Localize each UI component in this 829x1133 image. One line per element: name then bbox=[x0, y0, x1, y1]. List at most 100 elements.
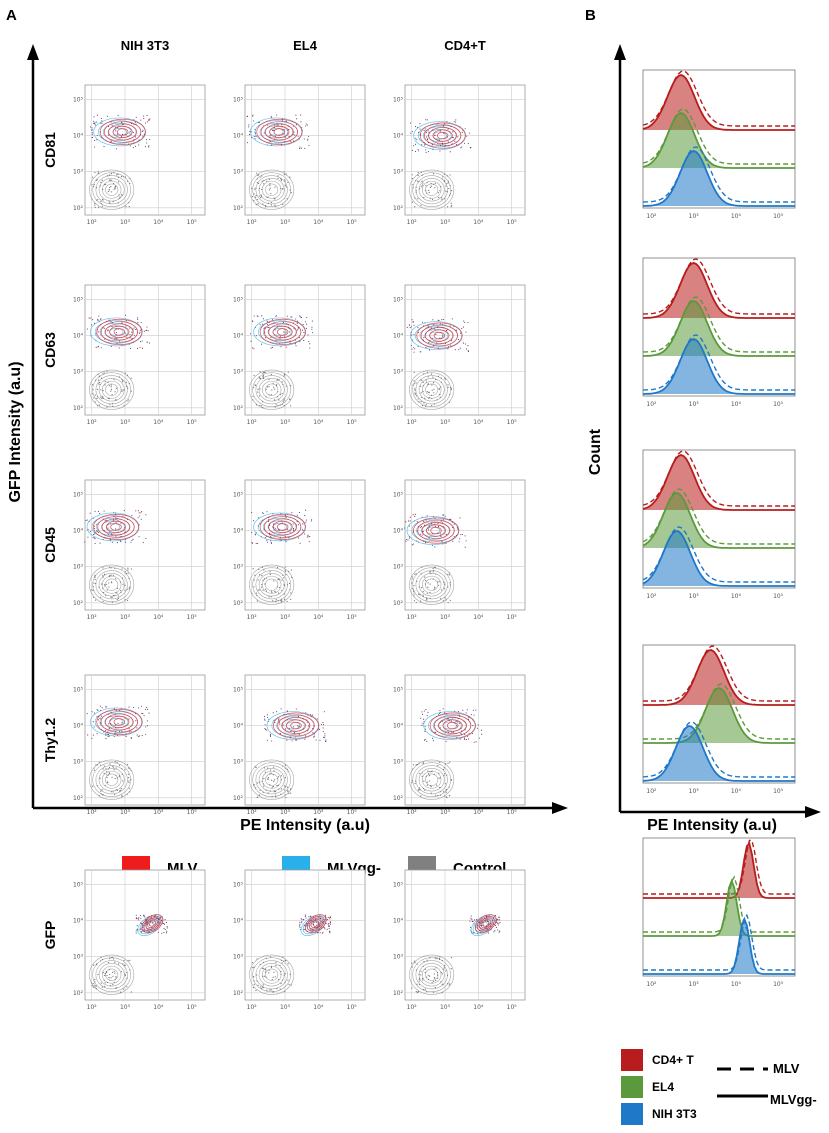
control-dot bbox=[257, 579, 259, 581]
control-dot bbox=[277, 776, 280, 778]
event-dot bbox=[304, 915, 306, 917]
event-dot bbox=[131, 331, 133, 333]
y-tick-label: 10² bbox=[73, 990, 84, 997]
x-tick-label: 10² bbox=[247, 809, 258, 816]
event-dot bbox=[103, 327, 105, 329]
event-dot bbox=[259, 324, 261, 326]
control-dot bbox=[414, 782, 416, 785]
event-dot bbox=[118, 347, 120, 349]
control-dot bbox=[111, 581, 113, 583]
histogram-fill bbox=[643, 151, 795, 206]
event-dot bbox=[427, 130, 429, 132]
event-dot bbox=[442, 144, 444, 146]
event-dot bbox=[284, 136, 286, 139]
event-dot bbox=[305, 917, 307, 919]
y-tick-label: 10² bbox=[73, 205, 84, 212]
event-dot bbox=[287, 528, 289, 530]
control-dot bbox=[112, 958, 115, 960]
event-dot bbox=[308, 916, 310, 918]
control-dot bbox=[110, 388, 113, 391]
event-dot bbox=[141, 511, 143, 513]
control-dot bbox=[256, 974, 258, 976]
event-dot bbox=[461, 146, 463, 148]
mlv-contour bbox=[273, 712, 319, 739]
plot-frame bbox=[404, 674, 526, 806]
control-dot bbox=[449, 599, 451, 601]
control-dot bbox=[448, 574, 450, 576]
control-dot bbox=[438, 777, 440, 779]
control-dot bbox=[418, 788, 420, 790]
control-dot bbox=[274, 976, 276, 978]
event-dot bbox=[421, 534, 423, 536]
control-contour bbox=[255, 960, 288, 990]
control-dot bbox=[290, 598, 292, 600]
y-tick-label: 10² bbox=[73, 795, 84, 802]
event-dot bbox=[284, 535, 286, 538]
control-dot bbox=[127, 569, 129, 571]
event-dot bbox=[428, 349, 431, 351]
mlvgg-contour bbox=[470, 914, 497, 937]
event-dot bbox=[423, 129, 425, 132]
control-dot bbox=[127, 572, 129, 574]
mlv-contour bbox=[93, 513, 139, 540]
histogram-mlv-line bbox=[643, 258, 795, 315]
event-dot bbox=[405, 540, 407, 542]
legend-b-swatch-1 bbox=[621, 1049, 643, 1071]
event-dot bbox=[146, 326, 148, 328]
x-tick-label: 10³ bbox=[280, 219, 291, 226]
control-dot bbox=[253, 193, 255, 195]
histogram-fill bbox=[643, 339, 795, 394]
event-dot bbox=[308, 145, 310, 147]
control-dot bbox=[438, 581, 440, 583]
control-dot bbox=[91, 184, 93, 186]
event-dot bbox=[426, 136, 428, 138]
event-dot bbox=[267, 326, 269, 329]
event-dot bbox=[290, 140, 292, 142]
control-dot bbox=[284, 570, 287, 572]
control-dot bbox=[94, 599, 97, 601]
event-dot bbox=[250, 131, 252, 133]
control-dot bbox=[425, 580, 427, 582]
event-dot bbox=[424, 730, 426, 732]
event-dot bbox=[142, 927, 144, 929]
event-dot bbox=[414, 348, 416, 350]
event-dot bbox=[163, 923, 166, 925]
control-dot bbox=[116, 761, 118, 764]
control-dot bbox=[448, 984, 450, 986]
event-dot bbox=[307, 534, 309, 536]
control-dot bbox=[424, 576, 426, 578]
event-dot bbox=[455, 119, 457, 121]
mlv-contour bbox=[96, 318, 143, 345]
control-contour bbox=[95, 375, 128, 405]
control-dot bbox=[418, 789, 420, 791]
control-dot bbox=[421, 379, 423, 381]
control-dot bbox=[288, 582, 291, 585]
y-tick-label: 10² bbox=[233, 600, 244, 607]
control-dot bbox=[128, 780, 130, 782]
control-dot bbox=[417, 198, 419, 200]
event-dot bbox=[425, 119, 427, 121]
control-dot bbox=[98, 404, 101, 406]
event-dot bbox=[412, 339, 414, 341]
x-tick-label: 10⁵ bbox=[187, 614, 198, 621]
control-dot bbox=[100, 201, 102, 203]
control-dot bbox=[427, 773, 430, 775]
control-contour bbox=[412, 567, 451, 603]
panel-a-letter: A bbox=[6, 7, 17, 24]
event-dot bbox=[419, 123, 421, 125]
control-dot bbox=[99, 777, 101, 779]
event-dot bbox=[447, 718, 449, 720]
control-dot bbox=[260, 584, 263, 586]
control-contour bbox=[249, 954, 295, 995]
control-dot bbox=[269, 185, 271, 187]
control-dot bbox=[287, 371, 289, 373]
event-dot bbox=[86, 519, 88, 521]
control-dot bbox=[275, 961, 277, 963]
x-tick-label: 10⁵ bbox=[773, 401, 784, 408]
b-x-axis-arrow bbox=[805, 806, 821, 818]
event-dot bbox=[426, 740, 428, 742]
control-dot bbox=[439, 761, 441, 763]
event-dot bbox=[108, 735, 110, 737]
event-dot bbox=[264, 724, 266, 726]
